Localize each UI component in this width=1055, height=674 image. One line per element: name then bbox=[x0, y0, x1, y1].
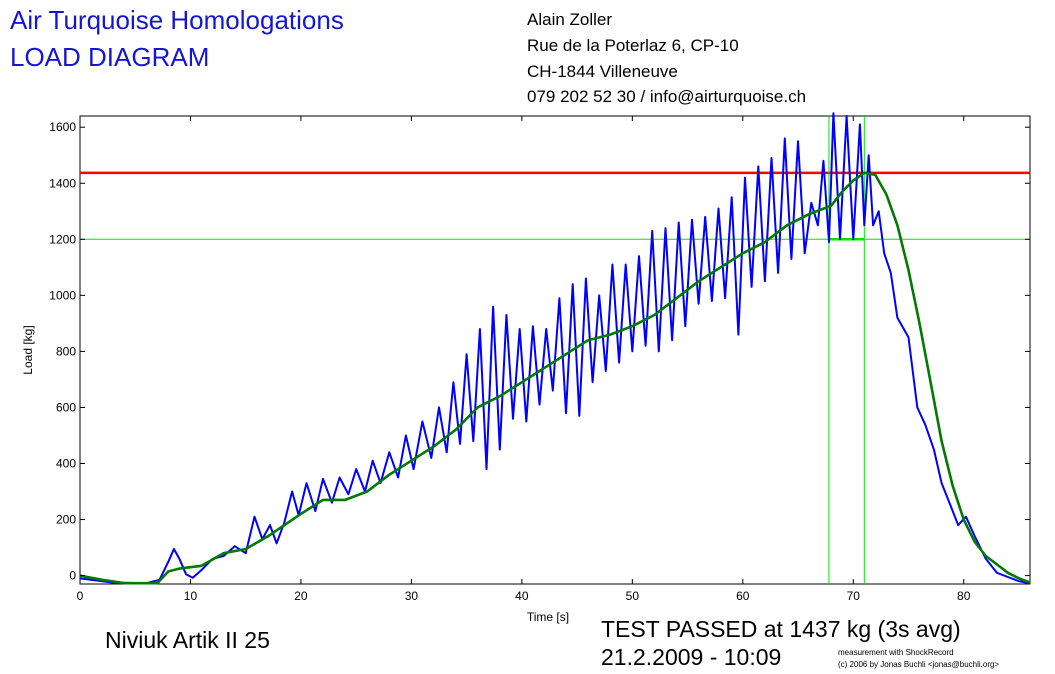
doc-type-title: LOAD DIAGRAM bbox=[10, 42, 210, 72]
address-line: Rue de la Poterlaz 6, CP-10 bbox=[527, 36, 739, 55]
glider-name: Niviuk Artik II 25 bbox=[105, 627, 270, 653]
address-line: 079 202 52 30 / info@airturquoise.ch bbox=[527, 87, 807, 106]
raw-load-line bbox=[79, 112, 1031, 585]
test-result: TEST PASSED at 1437 kg (3s avg) bbox=[601, 616, 961, 642]
address-line: Alain Zoller bbox=[527, 10, 613, 29]
y-tick-label: 0 bbox=[69, 569, 76, 583]
credit-line: measurement with ShockRecord bbox=[838, 648, 954, 657]
x-tick-label: 20 bbox=[294, 589, 308, 603]
x-tick-label: 10 bbox=[184, 589, 198, 603]
x-tick-label: 40 bbox=[515, 589, 529, 603]
y-tick-label: 1000 bbox=[49, 288, 76, 302]
y-tick-label: 1200 bbox=[49, 232, 76, 246]
y-axis-label: Load [kg] bbox=[21, 325, 35, 374]
y-tick-label: 400 bbox=[56, 456, 76, 470]
average-load-line bbox=[79, 171, 1031, 585]
x-axis-label: Time [s] bbox=[527, 610, 569, 624]
y-tick-label: 1600 bbox=[49, 120, 76, 134]
y-tick-label: 1400 bbox=[49, 176, 76, 190]
company-title: Air Turquoise Homologations bbox=[10, 5, 344, 35]
x-tick-label: 70 bbox=[847, 589, 861, 603]
y-tick-label: 200 bbox=[56, 513, 76, 527]
x-tick-label: 60 bbox=[736, 589, 750, 603]
x-tick-label: 80 bbox=[957, 589, 971, 603]
y-tick-label: 600 bbox=[56, 400, 76, 414]
y-tick-label: 800 bbox=[56, 344, 76, 358]
test-datetime: 21.2.2009 - 10:09 bbox=[601, 644, 782, 670]
x-tick-label: 0 bbox=[77, 589, 84, 603]
x-tick-label: 30 bbox=[405, 589, 419, 603]
address-line: CH-1844 Villeneuve bbox=[527, 62, 678, 81]
credit-line: (c) 2006 by Jonas Buchli <jonas@buchli.o… bbox=[838, 660, 1000, 669]
x-tick-label: 50 bbox=[626, 589, 640, 603]
